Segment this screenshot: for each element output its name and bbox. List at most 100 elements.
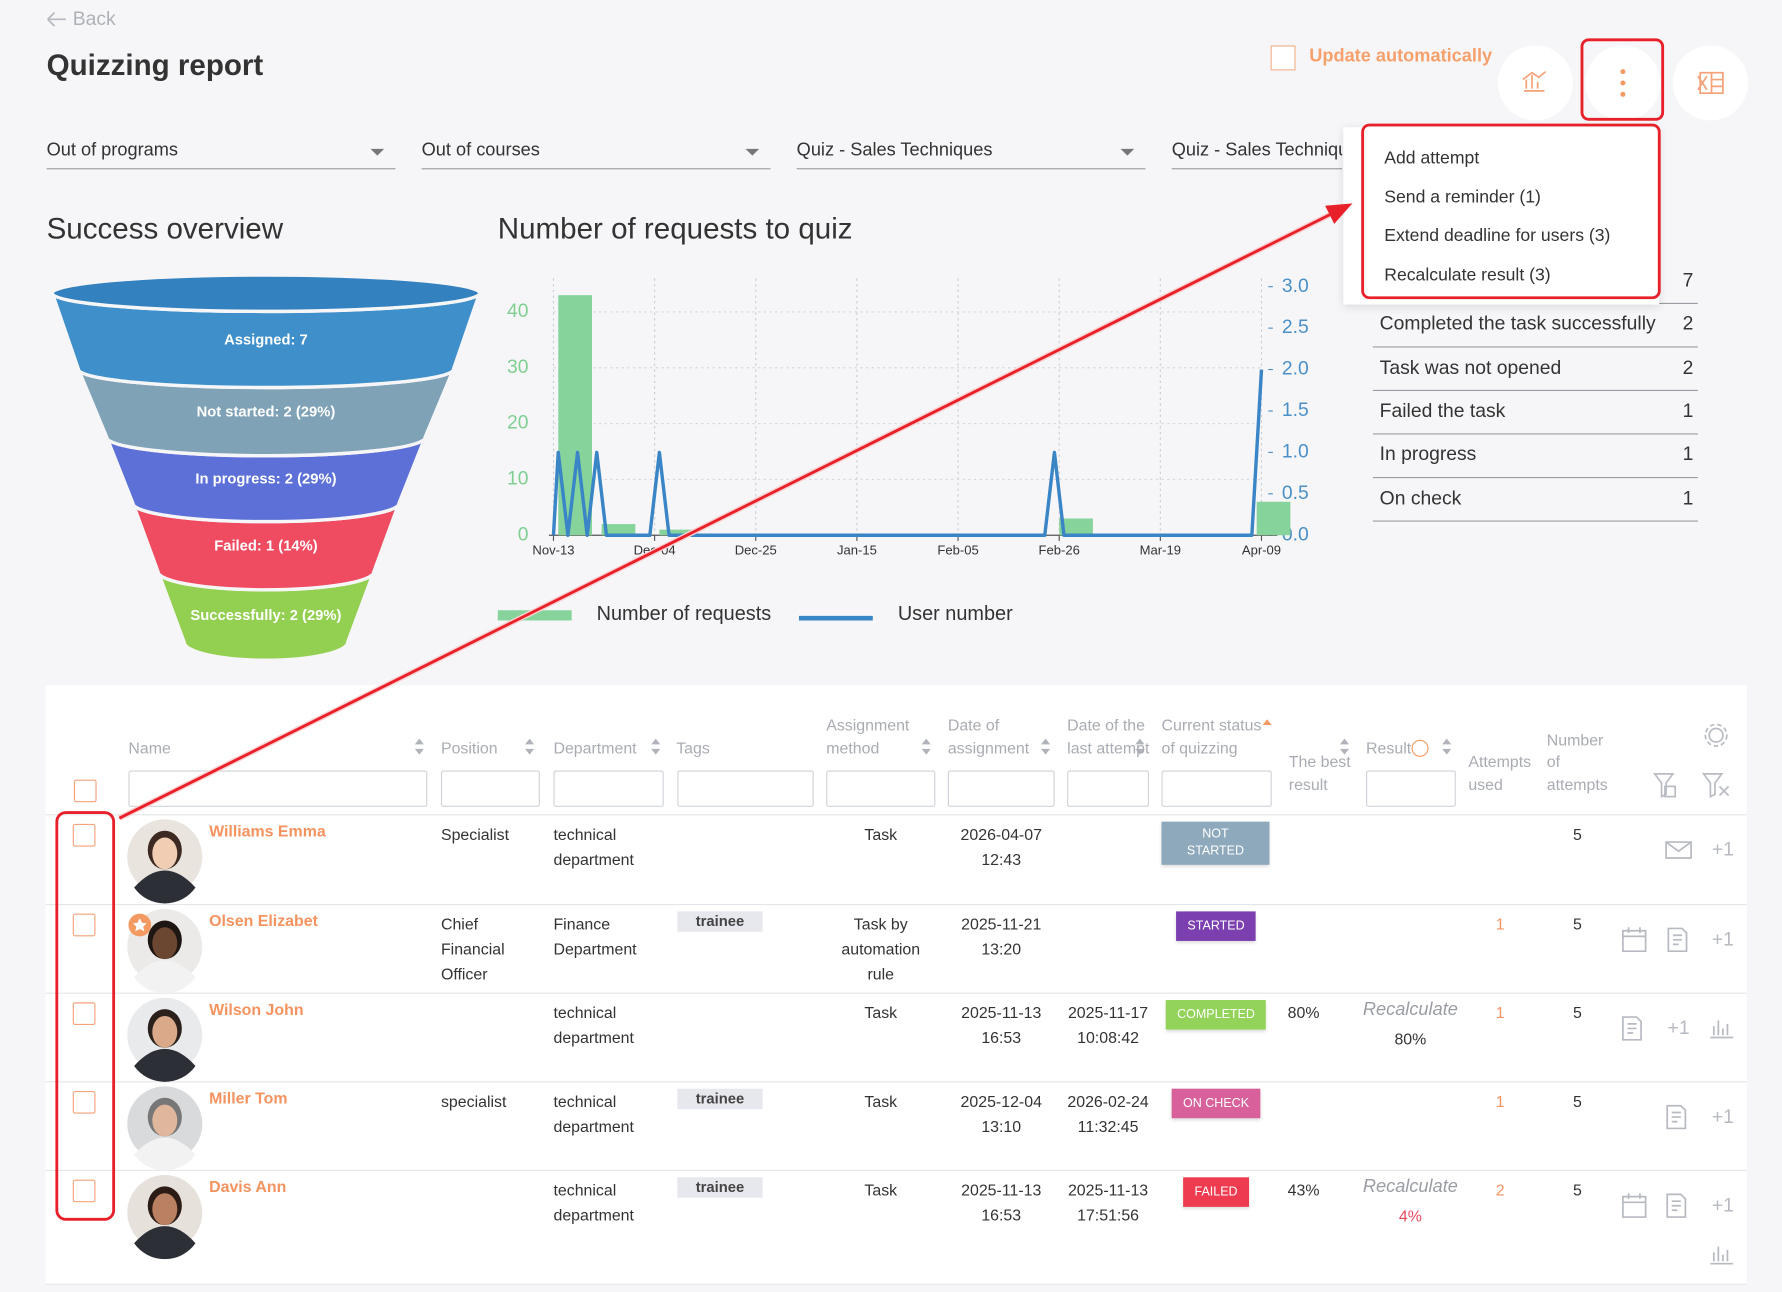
filter-label: Out of programs (46, 140, 178, 161)
column-header[interactable]: The best result (1288, 752, 1351, 793)
legend-label: Number of requests (597, 603, 772, 625)
column-header[interactable]: Department (553, 738, 637, 757)
menu-item[interactable]: Send a reminder (1) (1384, 187, 1541, 208)
avatar-face (152, 1015, 178, 1048)
doc-icon (1667, 927, 1688, 953)
last-attempt-cell: 2026-02-24 11:32:45 (1067, 1092, 1149, 1136)
x-tick-label: Dec-25 (735, 543, 777, 558)
recalculate-link[interactable]: Recalculate (1362, 1177, 1458, 1197)
assigned-cell: 2025-11-13 16:53 (961, 1180, 1042, 1224)
recalculate-link[interactable]: Recalculate (1362, 1000, 1458, 1020)
y2-tick-label: 3.0 (1282, 276, 1309, 297)
summary-value: 2 (1682, 312, 1694, 335)
x-tick-label: Dec-04 (634, 543, 676, 558)
column-header[interactable]: Attempts used (1468, 752, 1532, 793)
y-tick-label: 20 (507, 413, 528, 434)
column-header[interactable]: Tags (676, 738, 710, 757)
department-cell: technical department (553, 1180, 634, 1224)
filter-input[interactable] (440, 770, 540, 807)
best-result-cell: 80% (1287, 1003, 1320, 1022)
status-badge: NOT STARTED (1161, 821, 1270, 865)
filter-input[interactable] (947, 770, 1055, 807)
select-all-checkbox[interactable] (73, 779, 97, 803)
method-cell: Task by automation rule (841, 914, 921, 983)
add-attempt-button[interactable]: +1 (1667, 1017, 1690, 1039)
menu-item[interactable]: Add attempt (1384, 148, 1480, 169)
filter-input[interactable] (1067, 770, 1149, 807)
filter-label: Quiz - Sales Techniques (796, 140, 993, 161)
assigned-cell: 2026-04-07 12:43 (960, 825, 1042, 869)
column-header[interactable]: Date of the last attempt (1067, 715, 1150, 757)
column-header[interactable]: Name (128, 738, 171, 757)
row-checkbox[interactable] (72, 1002, 96, 1026)
sort-icon (1339, 738, 1350, 755)
icon-stroke (1622, 1195, 1647, 1218)
status-badge: ON CHECK (1171, 1088, 1261, 1119)
filter-select[interactable]: Quiz - Sales Techniques (1171, 140, 1343, 170)
auto-update-checkbox[interactable] (1270, 45, 1296, 71)
menu-item[interactable]: Recalculate result (3) (1384, 265, 1551, 285)
y2-tick-label: 2.5 (1282, 317, 1309, 338)
result-value: 4% (1398, 1206, 1422, 1226)
excel-icon (1697, 71, 1724, 95)
method-cell: Task (864, 1180, 898, 1199)
best-result-cell: 43% (1287, 1180, 1320, 1199)
summary-label: Failed the task (1379, 399, 1506, 422)
chart-export-button[interactable] (1497, 45, 1573, 121)
department-cell: Finance Department (553, 914, 637, 958)
department-cell: technical department (553, 825, 634, 869)
back-link[interactable]: Back (72, 7, 116, 30)
attempts-used-cell: 1 (1495, 1003, 1505, 1022)
user-name: Williams Emma (209, 821, 326, 840)
row-checkbox[interactable] (72, 823, 96, 847)
attempts-cell: 5 (1572, 1092, 1582, 1111)
add-attempt-button[interactable]: +1 (1711, 928, 1734, 951)
y-tick-label: 40 (507, 301, 528, 322)
row-checkbox[interactable] (72, 913, 96, 937)
excel-export-button[interactable] (1672, 45, 1748, 121)
column-header[interactable]: Date of assignment (947, 715, 1030, 757)
column-header[interactable]: Number of attempts (1546, 730, 1608, 793)
column-header[interactable]: Assignment method (826, 715, 910, 757)
status-badge: STARTED (1176, 911, 1256, 941)
avatar-body (134, 1226, 196, 1260)
attempts-cell: 5 (1572, 914, 1582, 933)
y-tick-label: 10 (507, 469, 528, 490)
avatar-body (134, 960, 196, 994)
method-cell: Task (864, 1092, 898, 1111)
column-header[interactable]: Current status of quizzing (1161, 715, 1262, 757)
y-tick-label: 30 (507, 357, 528, 378)
row-checkbox[interactable] (72, 1179, 96, 1203)
filter-input[interactable] (128, 770, 428, 807)
add-attempt-button[interactable]: +1 (1711, 1194, 1734, 1216)
attempts-used-cell: 1 (1495, 914, 1505, 933)
filter-input[interactable] (1366, 770, 1456, 807)
back-arrow (47, 11, 66, 27)
filter-select[interactable]: Out of programs (46, 140, 396, 170)
column-header[interactable]: Result (1366, 738, 1412, 757)
funnel-title: Success overview (46, 211, 284, 246)
position-cell: Specialist (440, 825, 510, 844)
filter-select[interactable]: Out of courses (421, 140, 771, 170)
filter-label: Out of courses (421, 140, 540, 161)
summary-value: 7 (1682, 269, 1694, 291)
filter-select[interactable]: Quiz - Sales Techniques (796, 140, 1146, 170)
y2-tick-label: 0.5 (1282, 483, 1309, 504)
add-attempt-button[interactable]: +1 (1711, 838, 1734, 861)
cal-icon (1622, 927, 1647, 953)
funnel-label: Failed: 1 (14%) (214, 539, 317, 555)
tag-chip: trainee (677, 1088, 763, 1110)
filter-input[interactable] (677, 770, 814, 807)
auto-update-label[interactable]: Update automatically (1309, 46, 1493, 66)
row-checkbox[interactable] (72, 1090, 96, 1114)
user-name: Miller Tom (209, 1088, 288, 1107)
filter-input[interactable] (553, 770, 664, 807)
filter-label: Quiz - Sales Techniques (1171, 140, 1342, 161)
column-header[interactable]: Position (440, 738, 498, 757)
x-tick-label: Jan-15 (837, 543, 877, 558)
add-attempt-button[interactable]: +1 (1711, 1105, 1734, 1128)
filter-input[interactable] (826, 770, 936, 807)
menu-item[interactable]: Extend deadline for users (3) (1384, 226, 1611, 246)
filter-input[interactable] (1161, 770, 1272, 807)
